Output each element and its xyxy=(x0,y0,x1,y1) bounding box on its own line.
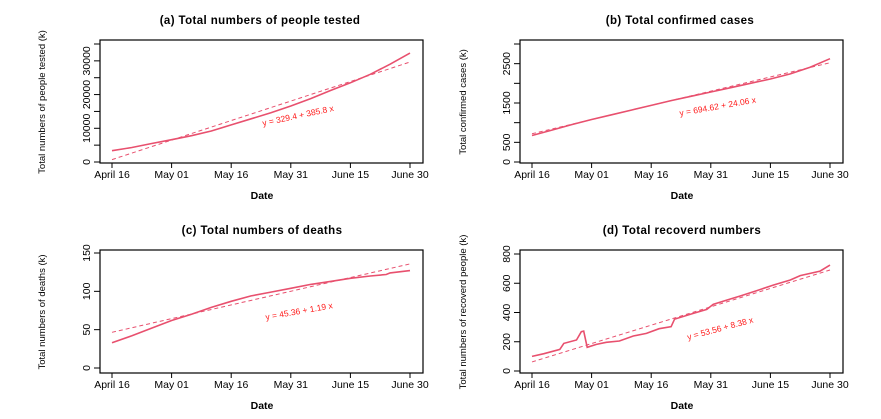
x-tick-label: May 16 xyxy=(214,169,249,181)
x-tick-label: May 16 xyxy=(634,379,669,391)
y-tick-label: 400 xyxy=(501,304,513,322)
x-tick-label: June 15 xyxy=(752,379,790,391)
x-tick-label: May 01 xyxy=(154,379,189,391)
plot-box xyxy=(519,39,844,164)
x-tick-label: May 16 xyxy=(214,379,249,391)
x-tick-label: June 15 xyxy=(332,169,370,181)
y-tick-label: 500 xyxy=(501,133,513,151)
fit-line xyxy=(111,263,411,333)
plot-box xyxy=(519,249,844,374)
panel-title: (d) Total recoverd numbers xyxy=(603,225,761,237)
x-tick-label: May 31 xyxy=(694,169,729,181)
fit-equation: y = 45.36 + 1.19 x xyxy=(265,300,334,322)
panel-title: (b) Total confirmed cases xyxy=(606,15,754,27)
x-tick-label: May 01 xyxy=(574,379,609,391)
x-axis-title: Date xyxy=(671,190,694,202)
y-tick-label: 0 xyxy=(501,159,513,165)
x-tick-label: June 30 xyxy=(391,379,429,391)
x-tick-label: May 16 xyxy=(634,169,669,181)
x-tick-label: April 16 xyxy=(514,169,550,181)
y-tick-label: 20000 xyxy=(81,80,93,109)
x-tick-label: May 31 xyxy=(274,169,309,181)
panel-title: (a) Total numbers of people tested xyxy=(160,15,361,27)
y-tick-label: 200 xyxy=(501,333,513,351)
panel-b: (b) Total confirmed cases Date Total con… xyxy=(458,15,849,202)
x-tick-label: April 16 xyxy=(94,379,130,391)
panel-title: (c) Total numbers of deaths xyxy=(182,225,343,237)
y-axis-title: Total numbers of people tested (k) xyxy=(37,30,48,174)
series-line-observed xyxy=(111,52,411,152)
plot-box xyxy=(99,39,424,164)
x-tick-label: May 31 xyxy=(694,379,729,391)
y-tick-label: 1500 xyxy=(501,91,513,115)
x-tick-label: June 15 xyxy=(332,379,370,391)
series-line-observed xyxy=(531,264,831,358)
y-tick-label: 800 xyxy=(501,245,513,263)
y-axis-title: Total numbers of recoverd people (k) xyxy=(458,235,469,390)
fit-line xyxy=(531,269,831,363)
x-axis-title: Date xyxy=(671,400,694,412)
x-tick-label: May 01 xyxy=(154,169,189,181)
y-tick-label: 0 xyxy=(81,159,93,165)
y-tick-label: 2500 xyxy=(501,52,513,76)
series-line-observed xyxy=(111,269,411,344)
y-tick-label: 0 xyxy=(81,365,93,371)
y-tick-label: 600 xyxy=(501,274,513,292)
y-tick-label: 30000 xyxy=(81,46,93,75)
x-tick-label: June 30 xyxy=(811,379,849,391)
x-axis-title: Date xyxy=(251,400,274,412)
x-tick-label: June 30 xyxy=(811,169,849,181)
x-tick-label: May 31 xyxy=(274,379,309,391)
y-tick-label: 100 xyxy=(81,282,93,300)
x-tick-label: April 16 xyxy=(94,169,130,181)
panel-a: (a) Total numbers of people tested Date … xyxy=(37,15,429,202)
x-tick-label: April 16 xyxy=(514,379,550,391)
panel-d: (d) Total recoverd numbers Date Total nu… xyxy=(458,225,849,412)
series-line-observed xyxy=(531,57,831,137)
plot-box xyxy=(99,249,424,374)
x-tick-label: May 01 xyxy=(574,169,609,181)
y-tick-label: 50 xyxy=(81,324,93,336)
y-axis-title: Total confirmed cases (k) xyxy=(458,49,469,155)
fit-equation: y = 53.56 + 8.38 x xyxy=(686,314,755,341)
y-tick-label: 10000 xyxy=(81,114,93,143)
x-tick-label: June 30 xyxy=(391,169,429,181)
y-tick-label: 150 xyxy=(81,244,93,262)
x-tick-label: June 15 xyxy=(752,169,790,181)
panel-c: (c) Total numbers of deaths Date Total n… xyxy=(37,225,429,412)
x-axis-title: Date xyxy=(251,190,274,202)
fit-equation: y = 694.62 + 24.06 x xyxy=(679,95,758,118)
y-tick-label: 0 xyxy=(501,368,513,374)
y-axis-title: Total numbers of deaths (k) xyxy=(37,254,48,369)
